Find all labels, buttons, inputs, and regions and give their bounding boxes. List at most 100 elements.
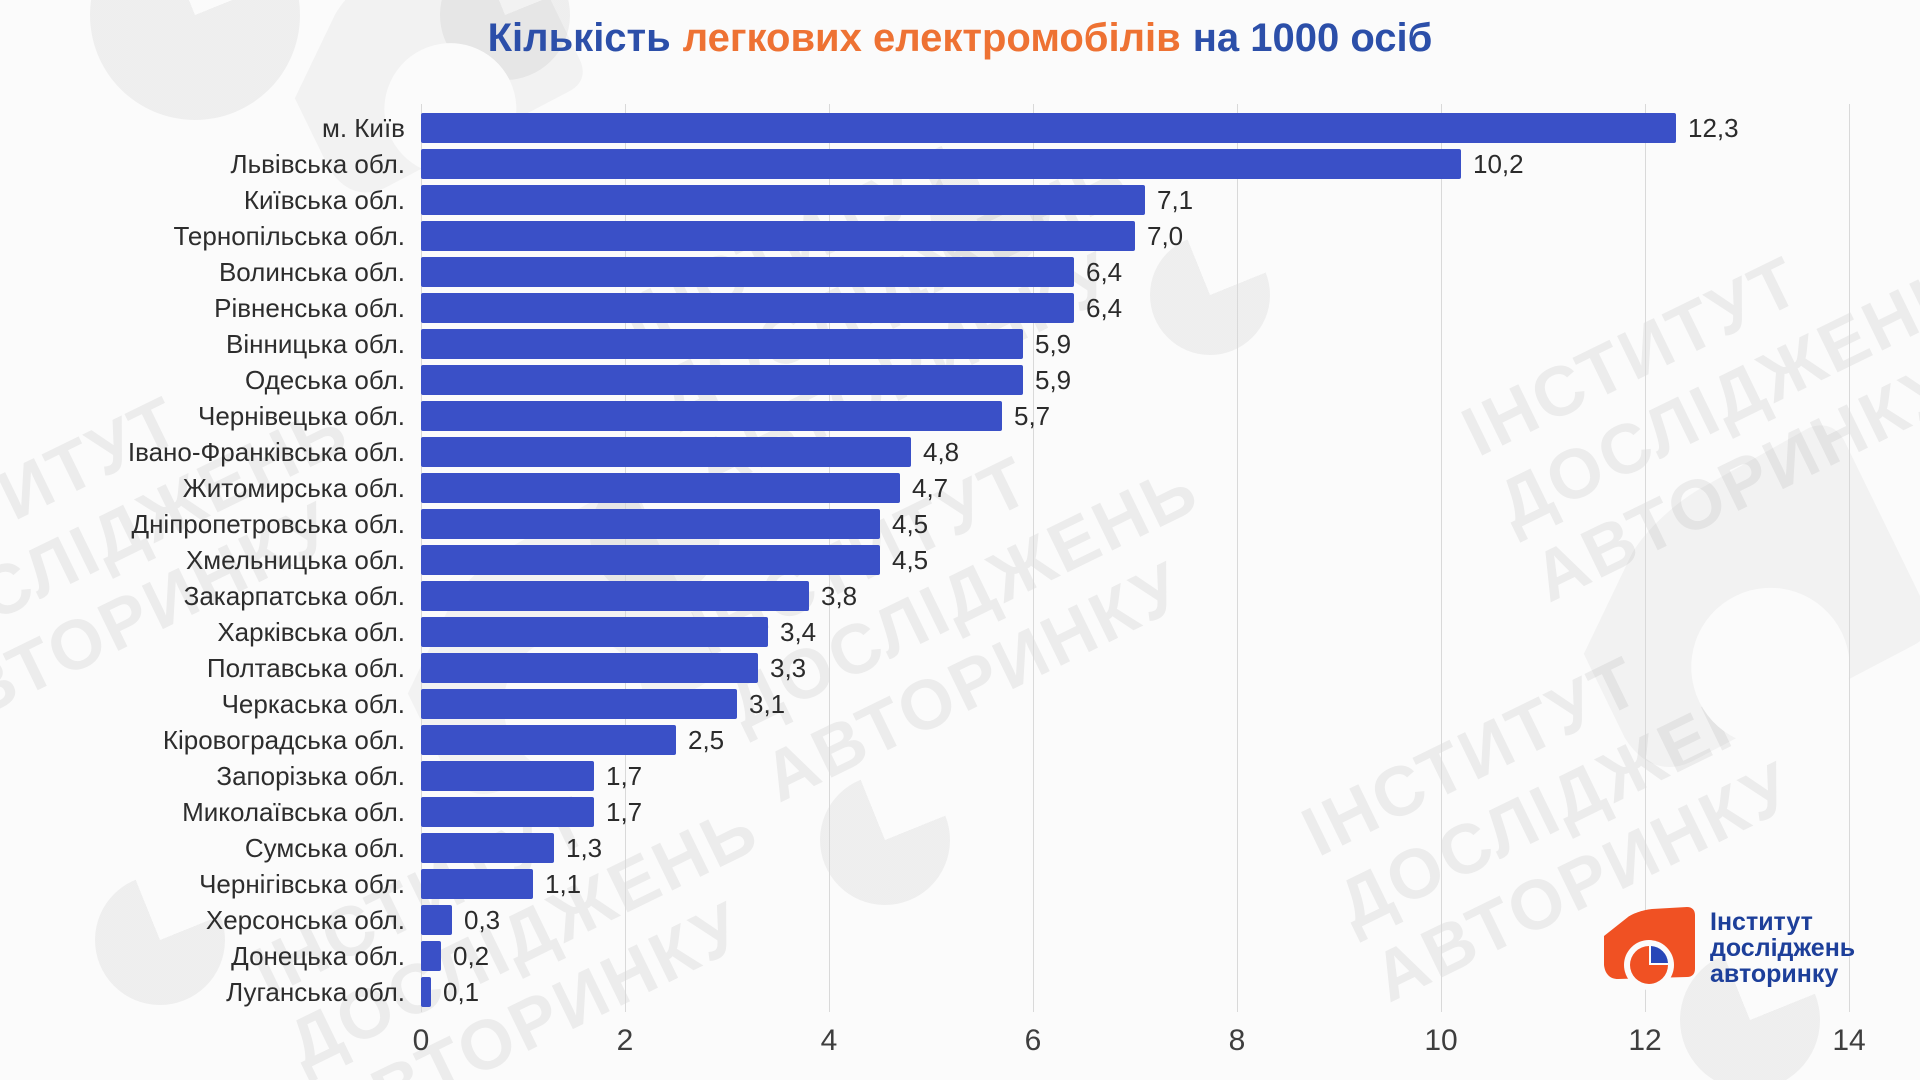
chart-title-part-3: на 1000 осіб — [1192, 16, 1433, 60]
logo: Інститут досліджень авторинку — [1602, 906, 1855, 990]
bar-value-label: 4,7 — [912, 473, 949, 503]
bar — [421, 149, 1461, 179]
bar-value-label: 3,1 — [749, 689, 786, 719]
gridline-x-8 — [1237, 104, 1238, 1012]
category-label: м. Київ — [321, 113, 405, 143]
bar-value-label: 0,2 — [453, 941, 490, 971]
category-label: Запорізька обл. — [216, 761, 405, 791]
bar — [421, 833, 554, 863]
bar-value-label: 5,9 — [1035, 329, 1072, 359]
gridline-x-10 — [1441, 104, 1442, 1012]
bar-value-label: 6,4 — [1086, 293, 1123, 323]
bar-value-label: 3,8 — [821, 581, 858, 611]
category-label: Київська обл. — [243, 185, 405, 215]
bar-value-label: 3,4 — [780, 617, 817, 647]
bar — [421, 401, 1002, 431]
bar — [421, 437, 911, 467]
category-label: Донецька обл. — [231, 941, 405, 971]
gridline-x-6 — [1033, 104, 1034, 1012]
category-label: Кіровоградська обл. — [162, 725, 405, 755]
bar-value-label: 4,5 — [892, 545, 929, 575]
bar-value-label: 5,9 — [1035, 365, 1072, 395]
bar-value-label: 5,7 — [1014, 401, 1051, 431]
bar — [421, 257, 1074, 287]
bar-value-label: 12,3 — [1688, 113, 1739, 143]
category-label: Одеська обл. — [244, 365, 405, 395]
logo-text-line-3: авторинку — [1710, 960, 1839, 988]
category-label: Львівська обл. — [230, 149, 405, 179]
logo-text-line-1: Інститут — [1710, 908, 1813, 936]
bar — [421, 689, 737, 719]
category-label: Харківська обл. — [217, 617, 405, 647]
category-label: Волинська обл. — [218, 257, 405, 287]
gridline-x-14 — [1849, 104, 1850, 1012]
category-label: Чернігівська обл. — [199, 869, 405, 899]
category-label: Житомирська обл. — [182, 473, 405, 503]
x-axis-tick-label: 0 — [412, 1024, 430, 1057]
chart-title-part-1: Кількість — [487, 16, 671, 60]
chart-title-part-2: легкових електромобілів — [682, 16, 1181, 60]
category-label: Херсонська обл. — [205, 905, 405, 935]
category-label: Сумська обл. — [244, 833, 405, 863]
category-label: Черкаська обл. — [221, 689, 405, 719]
bar-value-label: 3,3 — [770, 653, 807, 683]
bar-value-label: 10,2 — [1473, 149, 1524, 179]
category-label: Закарпатська обл. — [183, 581, 405, 611]
bar — [421, 473, 900, 503]
bar-value-label: 6,4 — [1086, 257, 1123, 287]
bar-value-label: 7,1 — [1157, 185, 1194, 215]
bar-value-label: 0,3 — [464, 905, 501, 935]
bar-value-label: 2,5 — [688, 725, 725, 755]
bar — [421, 221, 1135, 251]
category-label: Дніпропетровська обл. — [131, 509, 405, 539]
bar — [421, 797, 594, 827]
x-axis-tick-label: 6 — [1024, 1024, 1042, 1057]
bar — [421, 761, 594, 791]
x-axis-tick-label: 4 — [820, 1024, 838, 1057]
bar — [421, 725, 676, 755]
category-label: Луганська обл. — [226, 977, 405, 1007]
category-label: Івано-Франківська обл. — [127, 437, 405, 467]
category-label: Миколаївська обл. — [182, 797, 405, 827]
bar — [421, 581, 809, 611]
x-axis-tick-label: 10 — [1424, 1024, 1458, 1057]
category-label: Тернопільська обл. — [173, 221, 406, 251]
bar — [421, 869, 533, 899]
bar — [421, 293, 1074, 323]
logo-text-line-2: досліджень — [1710, 934, 1856, 962]
bar — [421, 185, 1145, 215]
x-axis-tick-label: 12 — [1628, 1024, 1662, 1057]
bar-value-label: 1,7 — [606, 761, 643, 791]
bar — [421, 365, 1023, 395]
bar-value-label: 4,8 — [923, 437, 960, 467]
bar — [421, 113, 1676, 143]
bar-value-label: 1,3 — [566, 833, 603, 863]
bar — [421, 545, 880, 575]
watermark-car-icon — [1583, 425, 1920, 768]
bar — [421, 653, 758, 683]
category-label: Хмельницька обл. — [185, 545, 405, 575]
bar — [421, 617, 768, 647]
category-label: Вінницька обл. — [225, 329, 405, 359]
logo-text: Інститут досліджень авторинку — [1710, 909, 1855, 987]
bar — [421, 905, 452, 935]
car-pie-logo-icon — [1604, 907, 1695, 990]
x-axis-tick-label: 8 — [1228, 1024, 1246, 1057]
bar-value-label: 1,7 — [606, 797, 643, 827]
bar-value-label: 7,0 — [1147, 221, 1184, 251]
category-label: Чернівецька обл. — [197, 401, 405, 431]
bar — [421, 509, 880, 539]
bar — [421, 329, 1023, 359]
bar-value-label: 1,1 — [545, 869, 582, 899]
category-label: Рівненська обл. — [214, 293, 405, 323]
bar-value-label: 4,5 — [892, 509, 929, 539]
x-axis-tick-label: 14 — [1832, 1024, 1866, 1057]
bar — [421, 941, 441, 971]
x-axis-tick-label: 2 — [616, 1024, 634, 1057]
gridline-x-12 — [1645, 104, 1646, 1012]
chart-title: Кількість легкових електромобілів на 100… — [0, 16, 1920, 68]
bar — [421, 977, 431, 1007]
category-label: Полтавська обл. — [206, 653, 405, 683]
bar-value-label: 0,1 — [443, 977, 480, 1007]
